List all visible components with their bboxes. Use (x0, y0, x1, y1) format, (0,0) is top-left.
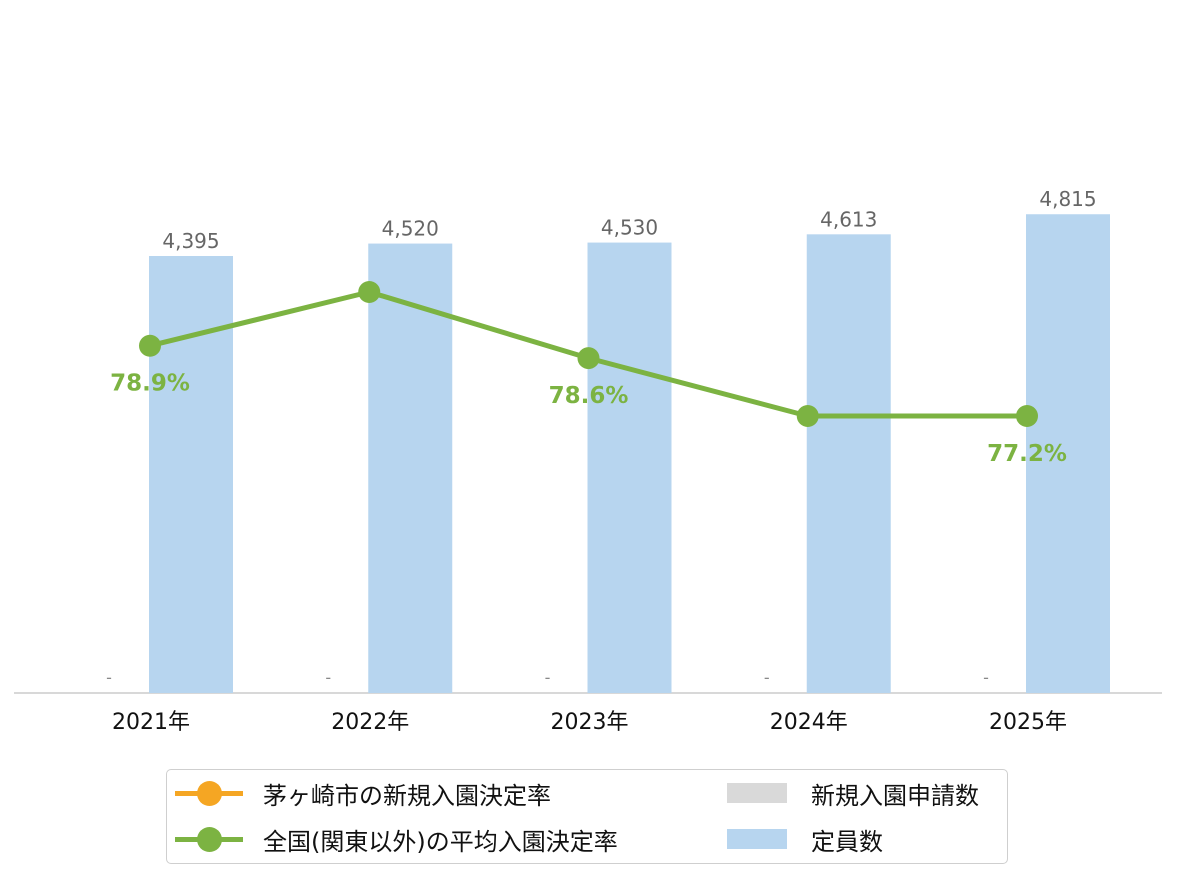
legend-patch-icon (727, 783, 787, 803)
legend-label: 全国(関東以外)の平均入園決定率 (263, 827, 618, 856)
capacity-bar (368, 243, 453, 693)
capacity-bar-label: 4,815 (1039, 187, 1096, 211)
capacity-bar-label: 4,520 (382, 217, 439, 241)
capacity-bar (806, 234, 891, 693)
capacity-bar-label: 4,530 (601, 216, 658, 240)
legend-item-national-rate: 全国(関東以外)の平均入園決定率 (175, 819, 618, 859)
national-rate-point (796, 405, 819, 427)
capacity-bar-label: 4,395 (162, 229, 219, 253)
application-bar-label: - (545, 668, 551, 687)
capacity-bar (1026, 214, 1110, 694)
x-tick-label: 2023年 (551, 710, 629, 735)
legend-patch-icon (727, 829, 787, 849)
legend-label: 定員数 (811, 827, 883, 856)
legend-line-marker-icon (175, 819, 243, 859)
x-tick-label: 2022年 (331, 710, 409, 735)
capacity-bar (149, 256, 233, 693)
national-rate-point (1016, 405, 1038, 427)
x-tick-label: 2025年 (989, 710, 1067, 735)
national-rate-label: 78.6% (549, 383, 629, 409)
national-rate-point (577, 347, 600, 370)
application-bar-label: - (764, 668, 770, 687)
legend-line-marker-icon (175, 773, 243, 813)
legend-dot (197, 781, 222, 806)
national-rate-point (139, 334, 161, 357)
capacity-bar-label: 4,613 (820, 207, 877, 231)
national-rate-point (358, 281, 381, 303)
legend-label: 茅ヶ崎市の新規入園決定率 (263, 781, 551, 810)
legend-item-city-rate: 茅ヶ崎市の新規入園決定率 (175, 773, 551, 813)
legend-item-capacity: 定員数 (727, 819, 883, 859)
application-bar-label: - (983, 668, 989, 687)
legend-label: 新規入園申請数 (811, 781, 979, 810)
application-bar-label: - (106, 668, 112, 687)
application-bar-label: - (325, 668, 331, 687)
national-rate-label: 77.2% (987, 441, 1067, 467)
legend: 茅ヶ崎市の新規入園決定率 新規入園申請数 全国(関東以外)の平均入園決定率 定員… (166, 769, 1008, 864)
legend-item-applications: 新規入園申請数 (727, 773, 979, 813)
legend-dot (197, 827, 222, 852)
x-tick-label: 2021年 (112, 710, 190, 735)
x-tick-label: 2024年 (770, 710, 848, 735)
national-rate-label: 78.9% (110, 371, 190, 397)
capacity-bar (587, 242, 672, 694)
